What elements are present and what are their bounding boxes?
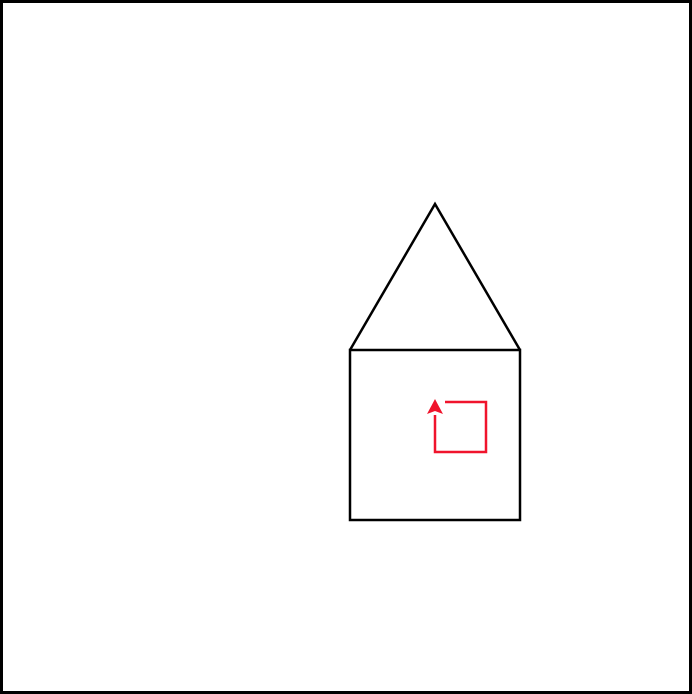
turtle-path [427, 399, 488, 454]
house-roof [348, 201, 522, 351]
drawing-svg [348, 201, 522, 522]
turtle-square-path [433, 400, 488, 454]
turtle-arrow-icon [427, 399, 443, 414]
house-body [348, 348, 522, 522]
house [348, 201, 522, 522]
